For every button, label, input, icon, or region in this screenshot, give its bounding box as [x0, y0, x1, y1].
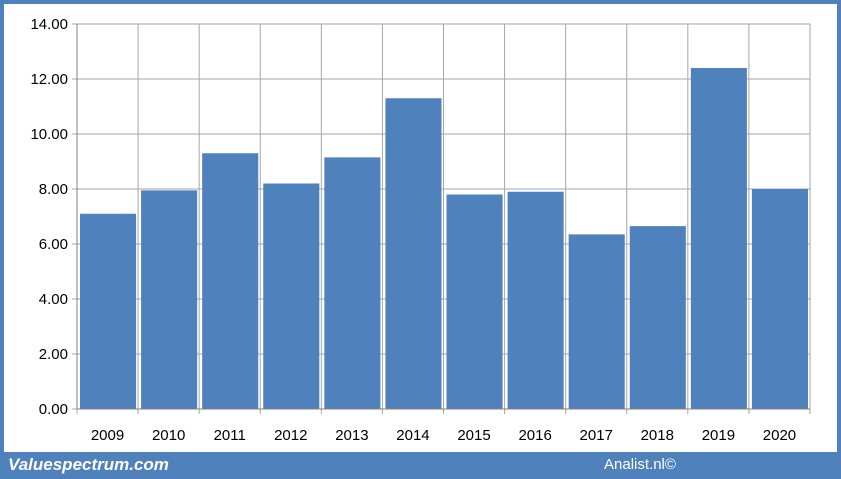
y-tick-label: 12.00: [30, 71, 68, 88]
y-tick-label: 14.00: [30, 16, 68, 33]
footer-brand: Valuespectrum.com: [8, 455, 169, 474]
bar-2014: [385, 98, 442, 409]
chart-panel: 0.00 2.00 4.00 6.00 8.00 10.00 12.00 14.00 2009 2…: [4, 4, 837, 452]
bar-2020: [751, 189, 808, 409]
bar-2012: [263, 183, 320, 409]
y-tick-label: 8.00: [39, 181, 68, 198]
y-tick-label: 10.00: [30, 126, 68, 143]
x-tick-label: 2009: [91, 427, 124, 444]
y-tick-label: 6.00: [39, 236, 68, 253]
bar-2016: [507, 191, 564, 409]
bar-2010: [141, 190, 198, 409]
x-tick-label: 2019: [702, 427, 735, 444]
y-tick-label: 0.00: [39, 401, 68, 418]
x-tick-label: 2011: [214, 427, 246, 444]
y-tick-label: 2.00: [39, 346, 68, 363]
bar-2019: [690, 68, 747, 409]
x-tick-label: 2015: [457, 427, 490, 444]
x-tick-label: 2014: [396, 427, 429, 444]
x-tick-label: 2020: [763, 427, 796, 444]
x-tick-label: 2012: [274, 427, 307, 444]
bar-2011: [202, 153, 259, 409]
bar-chart: 0.00 2.00 4.00 6.00 8.00 10.00 12.00 14.00 2009 2…: [30, 16, 811, 444]
footer-credit: Analist.nl©: [604, 456, 676, 473]
bar-2018: [629, 226, 686, 409]
x-tick-label: 2013: [335, 427, 368, 444]
x-tick-label: 2018: [641, 427, 674, 444]
x-tick-label: 2016: [518, 427, 551, 444]
bar-2015: [446, 194, 503, 409]
bar-2017: [568, 234, 625, 409]
x-tick-label: 2010: [152, 427, 185, 444]
bar-2009: [80, 213, 137, 409]
y-tick-label: 4.00: [39, 291, 68, 308]
bar-2013: [324, 157, 381, 409]
x-tick-label: 2017: [580, 427, 613, 444]
